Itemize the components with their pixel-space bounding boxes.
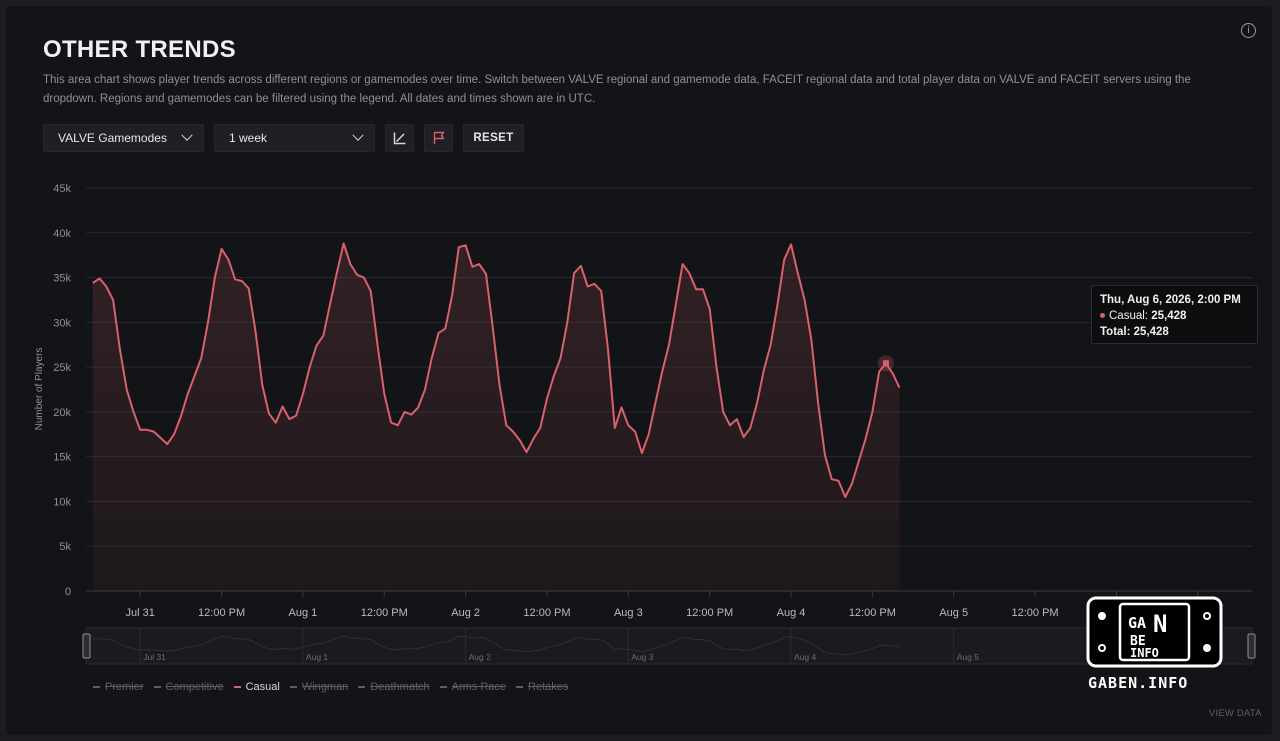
highlight-marker [877,355,894,372]
highlight-point [882,360,889,367]
info-icon[interactable]: i [1241,23,1256,38]
legend-swatch [358,686,366,688]
navigator-series [92,635,900,656]
legend-item-premier[interactable]: Premier [93,681,144,693]
logo-letter-n: N [1153,610,1167,638]
x-tick-label: Aug 5 [939,607,968,619]
legend-label: Deathmatch [370,681,430,693]
y-axis-labels: 0 5k 10k 15k 20k 25k 30k 35k 40k 45k [53,183,71,598]
source-select[interactable]: VALVE Gamemodes [43,124,204,152]
chart-description: This area chart shows player trends acro… [43,74,1191,105]
legend-swatch [93,686,100,688]
logo-letters-be: BE [1130,634,1146,649]
legend-label: Retakes [528,681,569,693]
y-tick-label: 10k [53,496,71,508]
legend-swatch [153,686,161,688]
tooltip-total-value: 25,428 [1133,326,1169,338]
tooltip-series-row: Casual: 25,428 [1100,308,1249,324]
y-tick-label: 20k [53,407,71,419]
navigator-handle-left[interactable] [82,633,91,659]
chart-tooltip: Thu, Aug 6, 2026, 2:00 PM Casual: 25,428… [1091,285,1258,344]
chart-legend: Premier Competitive Casual Wingman Deathmatc… [93,681,568,693]
legend-item-wingman[interactable]: Wingman [289,681,349,693]
flag-button[interactable] [424,124,453,152]
legend-swatch [233,686,241,688]
navigator-label: Jul 31 [143,652,166,662]
y-tick-label: 15k [53,452,71,464]
x-tick-label: 12:00 PM [849,607,896,619]
axis-scale-button[interactable] [385,124,414,152]
legend-swatch [289,686,297,688]
navigator-label: Aug 1 [306,652,328,662]
legend-item-competitive[interactable]: Competitive [153,681,224,693]
page-title: OTHER TRENDS [43,36,236,63]
watermark-site: GABEN.INFO [1088,674,1189,692]
series-line [92,242,901,498]
y-axis-title: Number of Players [34,348,45,431]
tooltip-series-label: Casual: [1109,310,1148,322]
range-select-value: 1 week [229,131,268,145]
y-tick-label: 25k [53,362,71,374]
navigator-label: Aug 2 [469,652,491,662]
navigator-handle-right[interactable] [1247,633,1256,659]
x-axis: Jul 31 12:00 PM Aug 1 12:00 PM Aug 2 12:00 PM… [126,591,1221,619]
range-select[interactable]: 1 week [214,124,375,152]
logo-letters-ga: GA [1128,614,1146,632]
x-tick-label: 12:00 PM [361,607,408,619]
y-tick-label: 5k [59,541,71,553]
x-tick-label: Jul 31 [126,607,155,619]
x-tick-label: Aug 1 [289,607,318,619]
legend-label: Arms Race [451,681,507,693]
gaben-info-logo: GA N BE INFO [1086,596,1223,668]
legend-item-deathmatch[interactable]: Deathmatch [358,681,430,693]
legend-swatch [439,686,447,688]
legend-swatch [516,686,524,688]
series-area [92,243,900,591]
y-tick-label: 40k [53,228,71,240]
tooltip-date: Thu, Aug 6, 2026, 2:00 PM [1100,294,1241,306]
tooltip-total-label: Total: [1100,326,1131,338]
y-tick-label: 0 [65,586,71,598]
axis-scale-icon [393,132,405,145]
source-select-value: VALVE Gamemodes [58,131,167,145]
x-tick-label: 12:00 PM [523,607,570,619]
flag-icon [433,131,444,144]
series-dot [1100,313,1105,319]
series-casual [92,242,901,591]
reset-button[interactable]: RESET [463,124,524,152]
legend-label: Casual [245,681,280,693]
y-tick-label: 45k [53,183,71,195]
x-tick-label: 12:00 PM [198,607,245,619]
x-tick-label: Aug 2 [451,607,480,619]
navigator-label: Aug 5 [957,652,979,662]
legend-item-arms-race[interactable]: Arms Race [439,681,507,693]
tooltip-series-value: 25,428 [1151,310,1187,322]
x-tick-label: Aug 3 [614,607,643,619]
navigator-label: Aug 3 [631,652,653,662]
tooltip-total-row: Total: 25,428 [1100,324,1249,340]
navigator-label: Aug 4 [794,652,816,662]
logo-letters-info: INFO [1130,646,1159,660]
y-tick-label: 35k [53,273,71,285]
x-tick-label: 12:00 PM [1012,607,1059,619]
legend-item-retakes[interactable]: Retakes [516,681,568,693]
x-tick-label: Aug 4 [777,607,806,619]
view-data-link[interactable]: VIEW DATA [1209,708,1262,719]
legend-item-casual[interactable]: Casual [233,681,280,693]
y-tick-label: 30k [53,317,71,329]
x-tick-label: 12:00 PM [686,607,733,619]
legend-label: Competitive [165,681,224,693]
legend-label: Premier [105,681,144,693]
legend-label: Wingman [301,681,349,693]
